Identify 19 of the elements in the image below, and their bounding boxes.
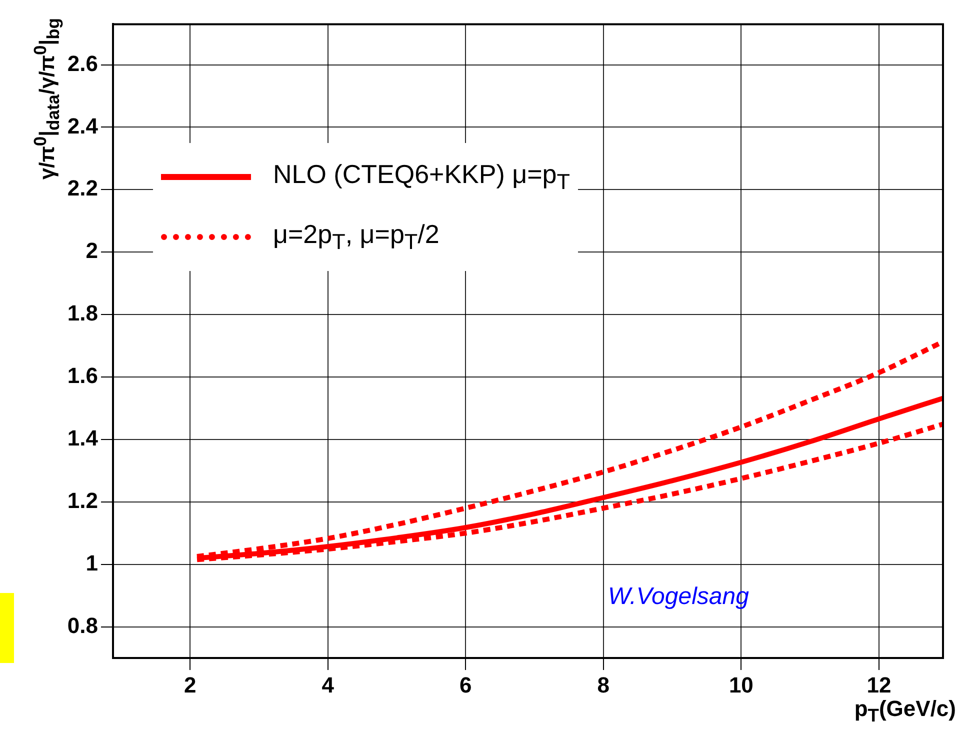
y-tick-label: 1.8	[67, 300, 98, 326]
y-tick-label: 1.4	[67, 426, 99, 451]
x-tick-label: 8	[597, 672, 610, 698]
x-tick-label: 6	[460, 672, 472, 698]
y-tick-label: 1.6	[67, 363, 98, 388]
legend-label: μ=2p$_{T}$, μ=p$_{T}$/2	[273, 218, 440, 256]
legend-label: NLO (CTEQ6+KKP) μ=p$_{T}$	[273, 158, 570, 196]
y-tick-label: 2	[86, 238, 98, 264]
x-tick-label: 10	[728, 672, 754, 698]
y-tick-label: 2.6	[67, 50, 98, 76]
y-tick-label: 2.4	[67, 113, 99, 138]
x-tick-label: 2	[184, 672, 196, 698]
x-tick-label: 12	[866, 672, 892, 698]
y-tick-label: 1	[86, 550, 98, 576]
y-tick-label: 0.8	[67, 612, 98, 638]
x-tick-label: 4	[322, 672, 335, 698]
x-axis-title: p$_{T}$(GeV/c)	[854, 696, 956, 726]
y-tick-label: 1.2	[67, 488, 98, 513]
y-tick-label: 2.2	[67, 176, 98, 201]
